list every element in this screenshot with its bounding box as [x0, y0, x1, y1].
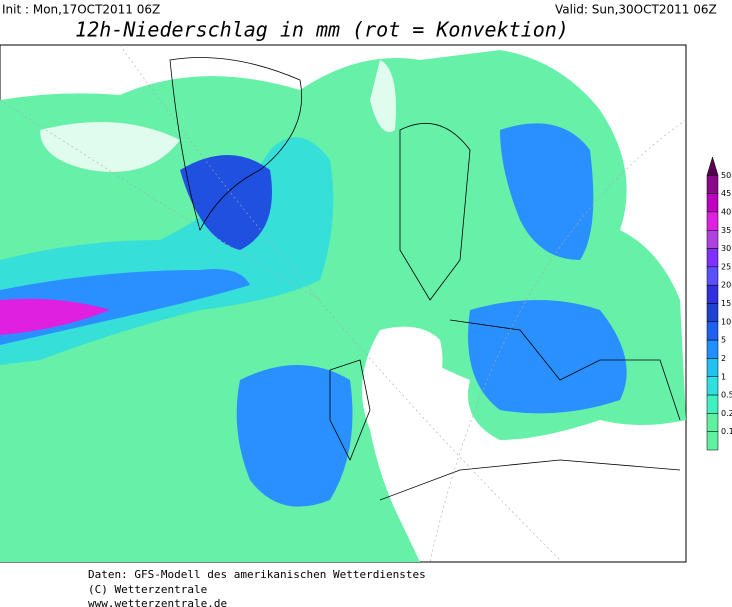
precip-heavy — [0, 269, 250, 345]
legend-label: 35 — [721, 226, 731, 235]
legend-label: 10 — [721, 317, 731, 326]
footer-line: (C) Wetterzentrale — [88, 583, 207, 596]
init-time: Init : Mon,17OCT2011 06Z — [2, 3, 160, 17]
legend-swatch — [706, 358, 719, 377]
legend-label: 0.5 — [721, 391, 732, 400]
legend-label: 50 — [721, 171, 731, 180]
legend-label: 5 — [721, 336, 726, 345]
legend-swatch — [706, 431, 719, 451]
legend-swatch — [706, 193, 719, 213]
legend-label: 40 — [721, 207, 731, 216]
precip-atlantic — [236, 365, 353, 507]
legend-label: 25 — [721, 262, 731, 271]
legend-label: 1 — [721, 372, 726, 381]
legend-swatch — [706, 321, 719, 341]
legend-swatch — [706, 230, 719, 249]
dry-iberia — [380, 326, 443, 420]
legend-label: 45 — [721, 189, 731, 198]
graticule — [0, 44, 687, 563]
footer-line: Daten: GFS-Modell des amerikanischen Wet… — [88, 568, 426, 581]
dry-areas — [40, 60, 396, 172]
legend-swatch — [706, 211, 719, 231]
legend-swatch — [706, 248, 719, 268]
precip-balkans — [468, 300, 627, 414]
precip-greenland — [180, 155, 272, 250]
legend-label: 2 — [721, 354, 726, 363]
legend-label: 0.2 — [721, 409, 732, 418]
coastlines — [169, 57, 681, 501]
legend-swatch — [706, 266, 719, 286]
legend-label: 15 — [721, 299, 731, 308]
legend-label: 30 — [721, 244, 731, 253]
precip-max — [0, 298, 110, 335]
legend-cap — [706, 156, 719, 176]
legend-swatch — [706, 339, 719, 359]
legend-swatch — [706, 175, 719, 194]
legend-swatch — [706, 303, 719, 323]
map-title: 12h-Niederschlag in mm (rot = Konvektion… — [75, 18, 569, 42]
legend-swatch — [706, 376, 719, 396]
legend-swatch — [706, 284, 719, 304]
footer-line: www.wetterzentrale.de — [88, 597, 227, 607]
legend-label: 0.1 — [721, 427, 732, 436]
legend-label: 20 — [721, 281, 731, 290]
precip-russia — [500, 123, 594, 260]
legend-swatch — [706, 413, 719, 432]
map — [0, 44, 687, 563]
valid-time: Valid: Sun,30OCT2011 06Z — [555, 3, 717, 17]
color-legend: 50 45 40 35 30 25 20 15 10 5 2 1 0.5 0.2 0.1 — [706, 156, 732, 451]
legend-swatch — [706, 394, 719, 414]
